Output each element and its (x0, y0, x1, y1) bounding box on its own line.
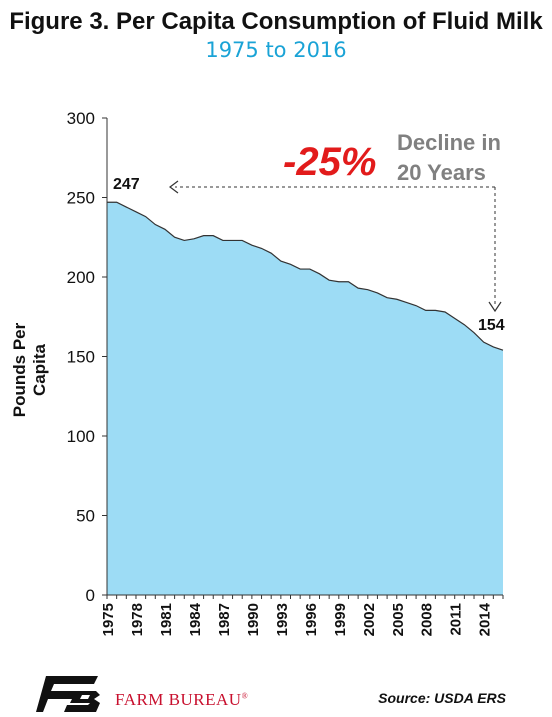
x-tick-label: 2008 (419, 603, 436, 636)
arrow-head-left (169, 180, 179, 194)
brand-name: FARM BUREAU® (115, 690, 249, 709)
x-tick-label: 1993 (274, 603, 291, 636)
x-tick-label: 2011 (448, 603, 465, 636)
decline-label-line2: 20 Years (397, 160, 486, 185)
x-tick-label: 1978 (129, 603, 146, 636)
y-tick-label: 50 (76, 507, 95, 526)
x-tick-label: 2005 (390, 603, 407, 636)
x-tick-label: 1996 (303, 603, 320, 636)
decline-label-line1: Decline in (397, 130, 501, 155)
y-tick-label: 300 (67, 109, 95, 128)
x-tick-label: 2002 (361, 603, 378, 636)
x-tick-label: 1981 (158, 603, 175, 636)
y-tick-label: 0 (86, 586, 95, 605)
start-value-label: 247 (113, 176, 140, 193)
end-value-label: 154 (478, 317, 505, 334)
percent-change-label: -25% (283, 140, 376, 184)
x-tick-label: 1975 (100, 603, 117, 636)
arrow-head-down (488, 301, 502, 313)
y-tick-label: 150 (67, 348, 95, 367)
series-area (107, 202, 503, 595)
x-tick-label: 1984 (187, 602, 204, 636)
chart-subtitle: 1975 to 2016 (205, 38, 347, 62)
x-tick-label: 1987 (216, 603, 233, 636)
y-tick-label: 250 (67, 189, 95, 208)
source-note: Source: USDA ERS (378, 690, 506, 706)
x-tick-label: 1990 (245, 603, 262, 636)
x-tick-label: 1999 (332, 603, 349, 636)
farm-bureau-logo (36, 676, 100, 712)
x-tick-label: 2014 (477, 602, 494, 636)
y-tick-label: 100 (67, 427, 95, 446)
chart-title: Figure 3. Per Capita Consumption of Flui… (9, 8, 543, 35)
y-tick-label: 200 (67, 268, 95, 287)
series-line (107, 201, 504, 351)
